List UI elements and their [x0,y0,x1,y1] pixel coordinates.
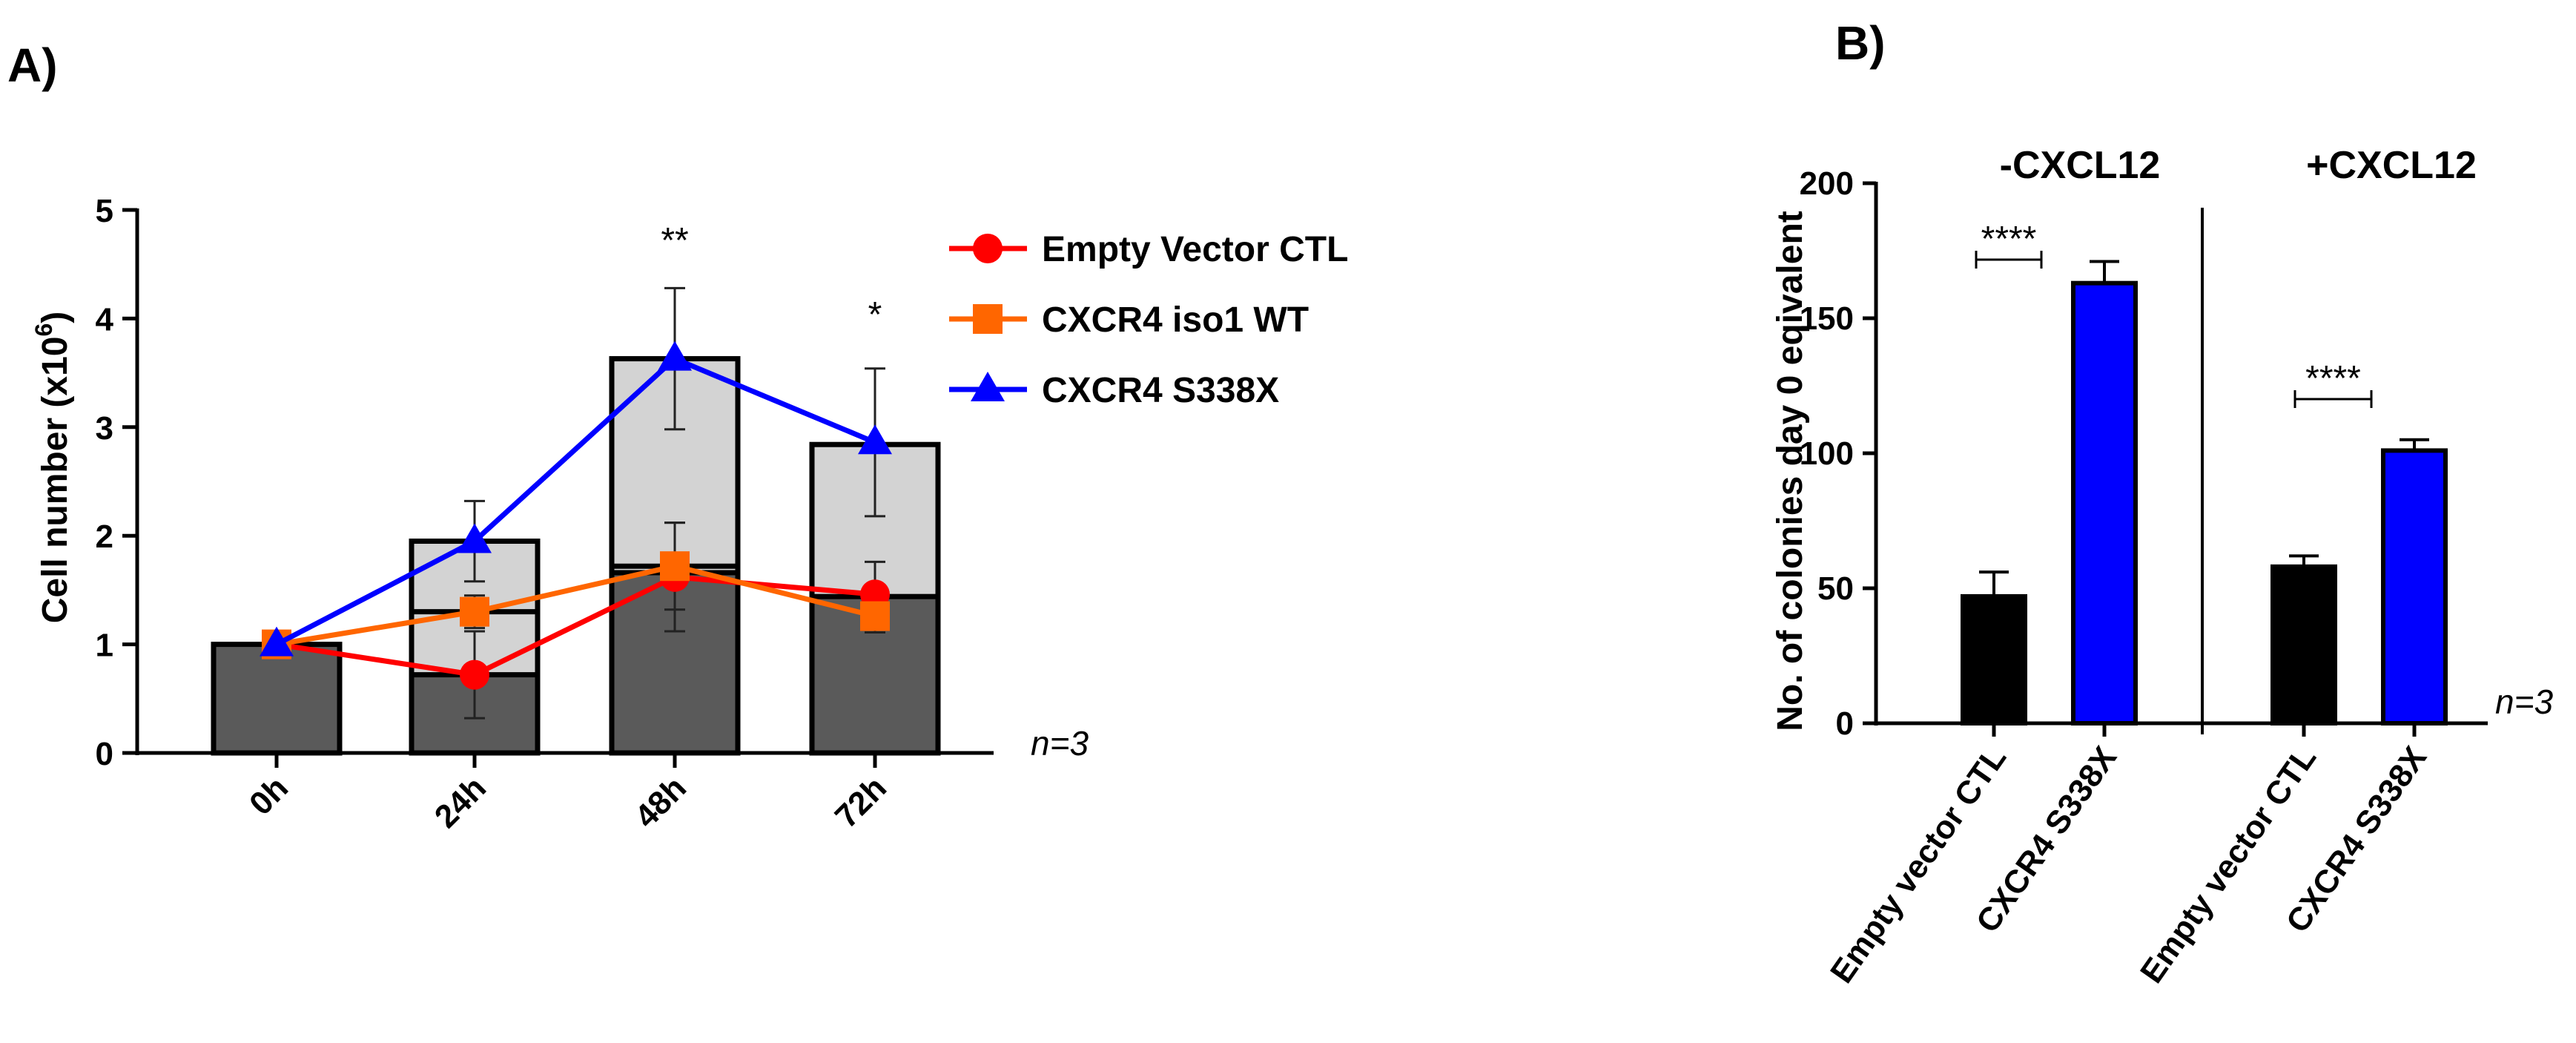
panel-b-n-label: n=3 [2495,682,2553,721]
series-line-0 [276,574,876,678]
stacked-bar-dark-0h [211,642,343,756]
series-point-2-48h [658,340,692,371]
significance-marker: ** [661,221,688,260]
bar-minus-cxcl12-1 [2071,280,2138,726]
series-line-1 [276,563,876,648]
legend-label: Empty Vector CTL [1042,230,1348,269]
legend-label: CXCR4 iso1 WT [1042,300,1309,340]
series-point-2-24h [458,523,492,553]
y-tick-label: 1 [96,628,113,664]
bar-minus-cxcl12-0 [1961,593,2027,726]
series-point-1-24h [460,596,489,627]
panel-a-series-lines: *** [260,221,892,720]
x-tick-label: 48h [628,769,693,835]
legend-marker-0 [973,234,1003,263]
bar-plus-cxcl12-0 [2270,564,2337,726]
x-tick-label: 72h [828,769,894,835]
series-point-0-24h [460,659,489,690]
y-tick-label: 200 [1800,165,1854,202]
panel-a-n-label: n=3 [1031,724,1089,763]
y-tick-label: 2 [96,519,113,555]
panel-a-legend: Empty Vector CTL CXCR4 iso1 WT CXCR4 S338X [949,230,1348,410]
legend-marker-1 [973,304,1003,334]
panel-a-y-axis-title: Cell number (x106) [30,312,75,624]
series-point-1-48h [660,551,690,582]
significance-marker: **** [2305,359,2361,398]
significance-marker: * [868,295,882,335]
y-tick-label: 5 [96,193,113,229]
x-tick-label: Empty vector CTL [2133,740,2323,990]
panel-b-y-axis-title: No. of colonies day 0 eqivalent [1771,211,1810,731]
panel-b-letter: B) [1835,16,1886,70]
y-tick-label: 50 [1817,570,1854,607]
group-label: +CXCL12 [2306,144,2477,187]
panel-a-y-axis-title-main: Cell number (x10 [36,336,75,623]
x-tick-label: 0h [242,769,295,822]
panel-a-y-axis-title-end: ) [36,312,75,323]
group-label: -CXCL12 [2000,144,2161,187]
y-tick-label: 100 [1800,435,1854,472]
x-tick-label: Empty vector CTL [1823,740,2013,990]
legend-marker-2 [971,372,1005,401]
series-point-2-72h [858,424,892,455]
panel-b-bars: **** **** [1961,220,2448,726]
series-point-2-0h [260,626,294,657]
y-tick-label: 0 [1836,705,1854,742]
series-point-1-72h [860,601,890,631]
y-tick-label: 150 [1800,300,1854,337]
x-tick-label: 24h [428,769,493,835]
legend-label: CXCR4 S338X [1042,371,1279,410]
series-line-2 [275,355,876,647]
y-tick-label: 0 [96,736,113,772]
panel-a-letter: A) [7,39,58,92]
panel-a-bars [211,356,941,756]
panel-a-y-axis-title-sup: 6 [30,323,57,337]
bar-plus-cxcl12-1 [2381,448,2448,726]
significance-marker: **** [1981,220,2037,259]
y-tick-label: 3 [96,410,113,447]
y-tick-label: 4 [96,301,114,338]
